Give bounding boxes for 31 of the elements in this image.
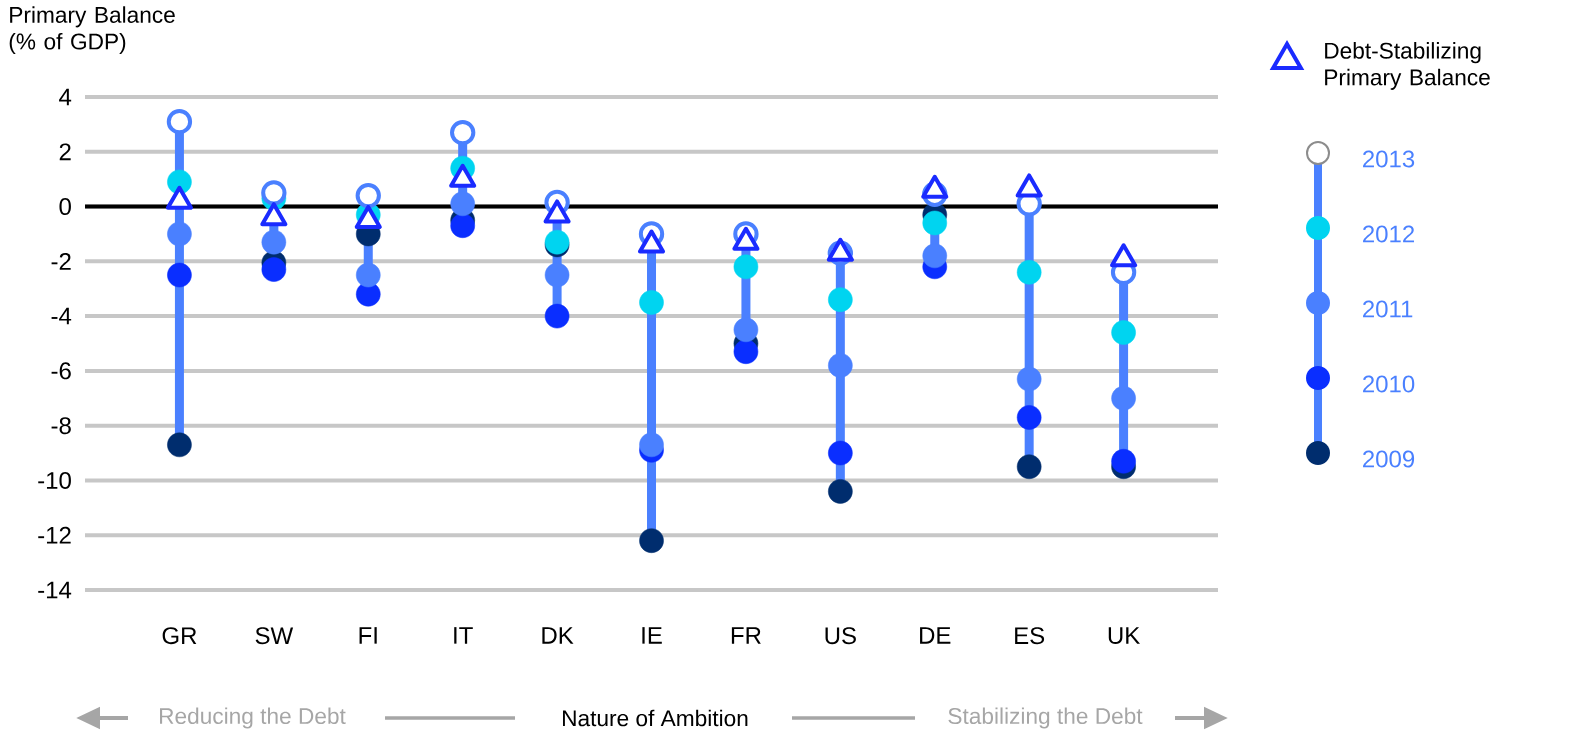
x-tick-label: FR (731, 627, 761, 644)
y-tick-label: -14 (38, 581, 72, 599)
x-tick-label: SW (255, 627, 294, 645)
y-axis-title: Primary Balance (% of GDP) (9, 6, 175, 55)
y-tick-label: 2 (59, 143, 71, 161)
y-tick-label: -6 (51, 362, 71, 380)
y-tick-label: -2 (51, 252, 71, 270)
legend-label: 2010 (1363, 375, 1415, 393)
legend-label: 2012 (1363, 225, 1415, 243)
x-tick-label: FI (359, 627, 377, 644)
x-tick-label: DE (920, 627, 951, 644)
x-tick-label: DK (542, 627, 574, 644)
y-tick-label: 0 (59, 198, 71, 216)
y-tick-label: -4 (51, 307, 72, 325)
x-tick-label: UK (1108, 627, 1140, 644)
y-tick-label: 4 (59, 88, 72, 106)
x-axis-title: Nature of Ambition (563, 709, 748, 727)
y-tick-label: -10 (38, 471, 71, 489)
y-tick-label: -12 (38, 526, 71, 544)
legend-label: 2011 (1363, 300, 1413, 318)
x-tick-label: IE (642, 627, 662, 644)
x-tick-label: IT (454, 627, 473, 644)
legend-label: 2009 (1363, 450, 1415, 468)
text: Reducing the Debt (160, 707, 346, 729)
x-tick-label: GR (162, 627, 197, 645)
legend-label: Debt-Stabilizing Primary Balance (1325, 42, 1490, 90)
x-tick-label: ES (1015, 627, 1045, 645)
y-tick-label: -8 (51, 417, 71, 435)
x-tick-label: US (825, 627, 856, 645)
text: Stabilizing the Debt (948, 707, 1143, 729)
text: 2013 (1363, 150, 1415, 168)
